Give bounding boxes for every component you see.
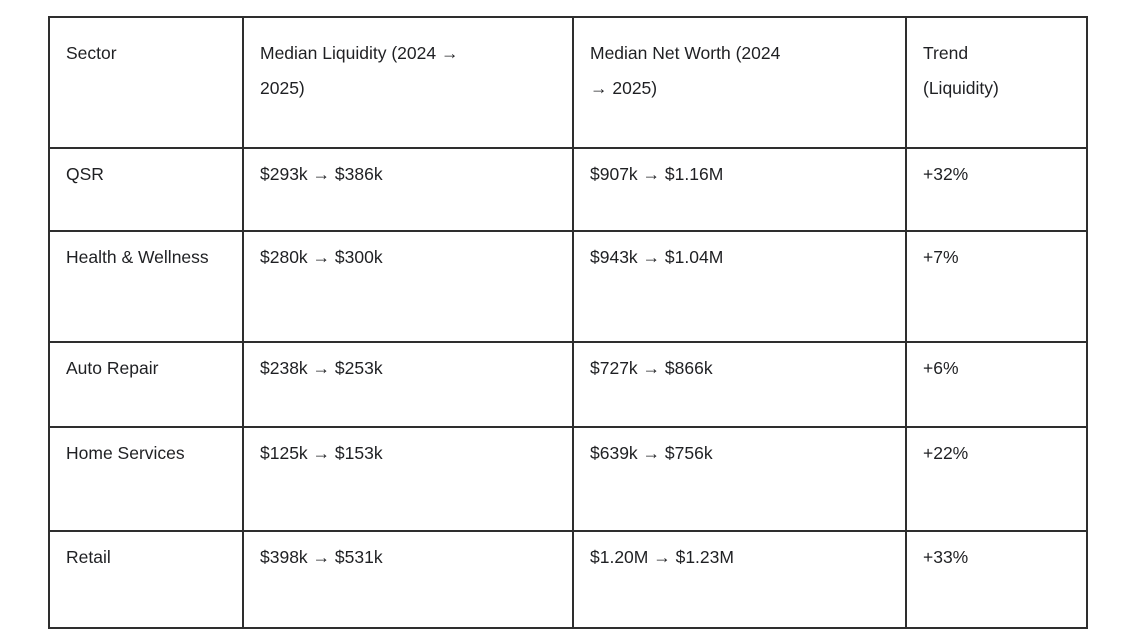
column-header-sector: Sector <box>48 16 244 149</box>
trend-value: +6% <box>923 358 959 378</box>
net-worth-value: $727k → $866k <box>590 358 713 378</box>
liquidity-value: $293k → $386k <box>260 164 383 184</box>
net-worth-value: $907k → $1.16M <box>590 164 724 184</box>
column-header-label: Trend (Liquidity) <box>923 43 999 98</box>
liquidity-value: $280k → $300k <box>260 247 383 267</box>
column-header-label: Median Liquidity (2024 → 2025) <box>260 43 459 98</box>
cell-trend: +32% <box>905 147 1088 232</box>
liquidity-value: $238k → $253k <box>260 358 383 378</box>
trend-value: +33% <box>923 547 969 567</box>
sector-metrics-table: Sector Median Liquidity (2024 → 2025) Me… <box>48 16 1088 629</box>
sector-value: Health & Wellness <box>66 247 209 267</box>
net-worth-value: $639k → $756k <box>590 443 713 463</box>
cell-median-net-worth: $639k → $756k <box>572 426 907 532</box>
column-header-trend-liquidity: Trend (Liquidity) <box>905 16 1088 149</box>
net-worth-value: $1.20M → $1.23M <box>590 547 734 567</box>
sector-value: Retail <box>66 547 111 567</box>
cell-median-net-worth: $1.20M → $1.23M <box>572 530 907 629</box>
cell-trend: +6% <box>905 341 1088 428</box>
cell-median-liquidity: $280k → $300k <box>242 230 574 343</box>
trend-value: +32% <box>923 164 969 184</box>
header-row: Sector Median Liquidity (2024 → 2025) Me… <box>48 16 1088 149</box>
cell-sector: Retail <box>48 530 244 629</box>
cell-median-net-worth: $907k → $1.16M <box>572 147 907 232</box>
cell-median-net-worth: $727k → $866k <box>572 341 907 428</box>
column-header-median-liquidity: Median Liquidity (2024 → 2025) <box>242 16 574 149</box>
cell-sector: Health & Wellness <box>48 230 244 343</box>
liquidity-value: $398k → $531k <box>260 547 383 567</box>
cell-sector: Auto Repair <box>48 341 244 428</box>
trend-value: +22% <box>923 443 969 463</box>
cell-sector: QSR <box>48 147 244 232</box>
cell-trend: +33% <box>905 530 1088 629</box>
column-header-label: Sector <box>66 43 117 63</box>
cell-median-liquidity: $293k → $386k <box>242 147 574 232</box>
table-row-home-services: Home Services $125k → $153k $639k → $756… <box>48 426 1088 532</box>
cell-median-liquidity: $398k → $531k <box>242 530 574 629</box>
table-row-qsr: QSR $293k → $386k $907k → $1.16M +32% <box>48 147 1088 232</box>
table-row-auto-repair: Auto Repair $238k → $253k $727k → $866k … <box>48 341 1088 428</box>
cell-sector: Home Services <box>48 426 244 532</box>
sector-value: Auto Repair <box>66 358 159 378</box>
net-worth-value: $943k → $1.04M <box>590 247 724 267</box>
table-row-health-wellness: Health & Wellness $280k → $300k $943k → … <box>48 230 1088 343</box>
sector-value: Home Services <box>66 443 185 463</box>
liquidity-value: $125k → $153k <box>260 443 383 463</box>
cell-median-liquidity: $238k → $253k <box>242 341 574 428</box>
trend-value: +7% <box>923 247 959 267</box>
cell-median-liquidity: $125k → $153k <box>242 426 574 532</box>
table-row-retail: Retail $398k → $531k $1.20M → $1.23M +33… <box>48 530 1088 629</box>
column-header-label: Median Net Worth (2024 → 2025) <box>590 43 781 98</box>
cell-trend: +7% <box>905 230 1088 343</box>
sector-value: QSR <box>66 164 104 184</box>
cell-trend: +22% <box>905 426 1088 532</box>
column-header-median-net-worth: Median Net Worth (2024 → 2025) <box>572 16 907 149</box>
cell-median-net-worth: $943k → $1.04M <box>572 230 907 343</box>
